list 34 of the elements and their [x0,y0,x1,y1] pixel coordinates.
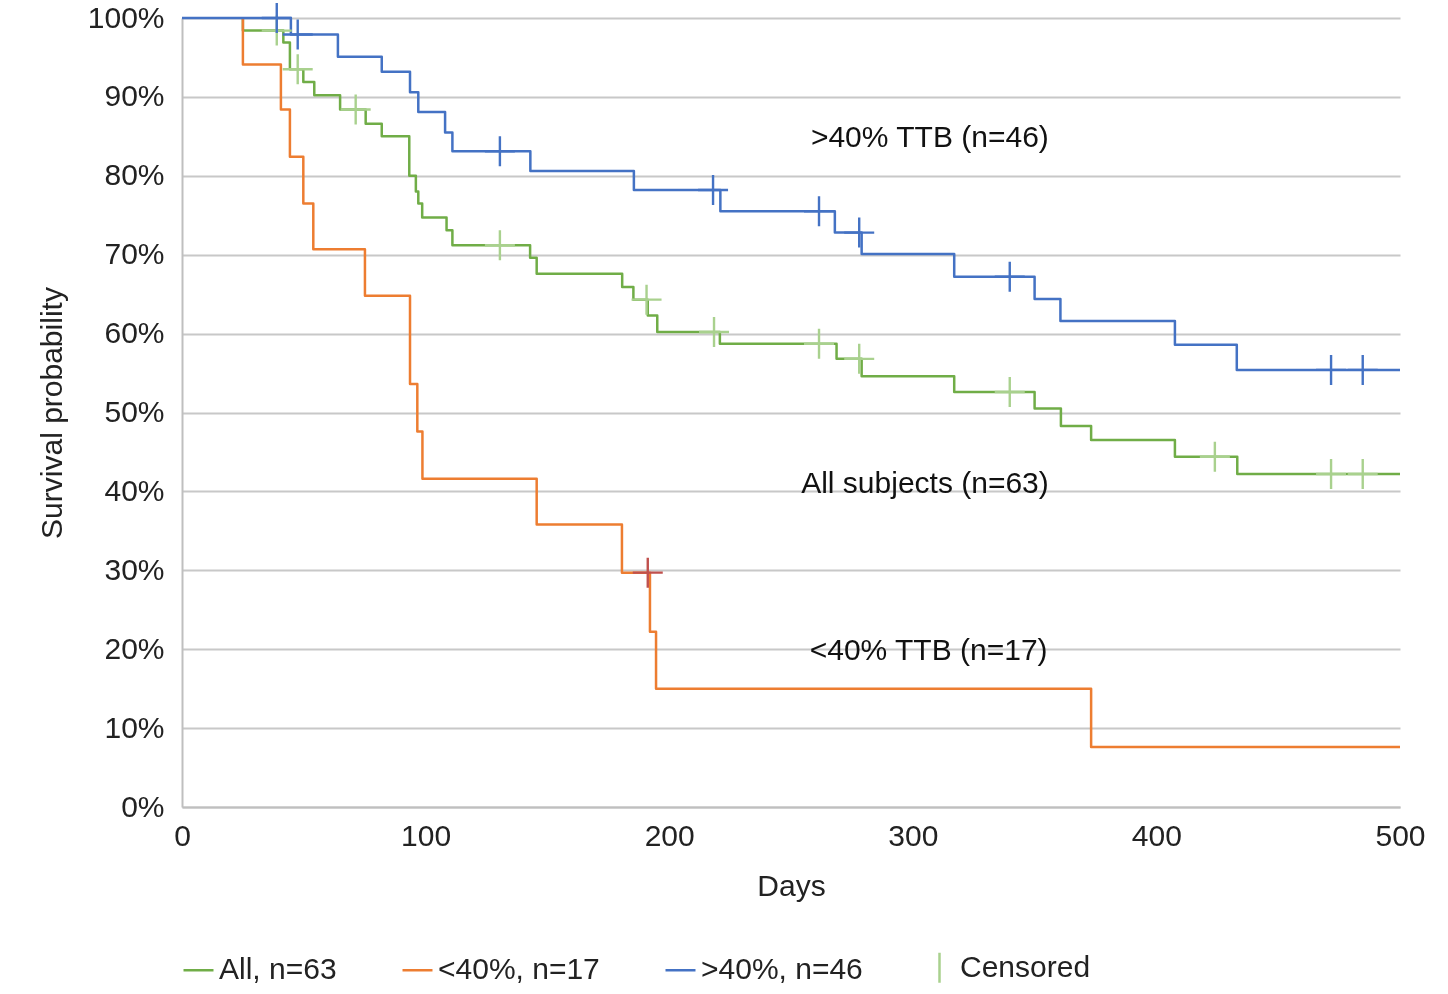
y-tick-label: 30% [104,552,165,586]
y-tick-label: 10% [104,710,165,744]
y-tick-label: 70% [104,237,165,271]
y-tick-label: 100% [87,0,165,34]
point [1199,441,1230,472]
x-tick-label: 200 [644,818,695,852]
point [632,557,663,588]
point [804,196,835,227]
point [340,94,371,125]
legend-label: >40%, n=46 [701,952,863,986]
y-tick-label: 50% [104,395,165,428]
x-tick-label: 500 [1375,818,1426,852]
legend-label: Censored [960,949,1091,983]
point [282,19,313,50]
annotation: <40% TTB (n=17) [809,632,1048,666]
point [631,284,662,315]
y-tick-label: 80% [104,158,165,192]
y-tick-label: 0% [121,789,165,823]
y-axis-title: Survival probability [34,287,68,539]
x-tick-label: 0 [174,818,191,852]
y-tick-label: 90% [104,79,165,113]
annotation: All subjects (n=63) [801,466,1049,500]
x-tick-label: 300 [888,818,939,852]
x-tick-label: 100 [401,818,452,852]
point [484,136,515,167]
x-axis-title: Days [757,868,826,902]
legend-label: All, n=63 [219,952,337,986]
y-tick-label: 40% [104,473,165,507]
y-tick-label: 20% [104,631,165,665]
y-tick-label: 60% [104,316,165,350]
legend-label: <40%, n=17 [438,952,600,986]
point [844,217,875,248]
annotation: >40% TTB (n=46) [810,119,1049,153]
x-tick-label: 400 [1131,818,1182,852]
